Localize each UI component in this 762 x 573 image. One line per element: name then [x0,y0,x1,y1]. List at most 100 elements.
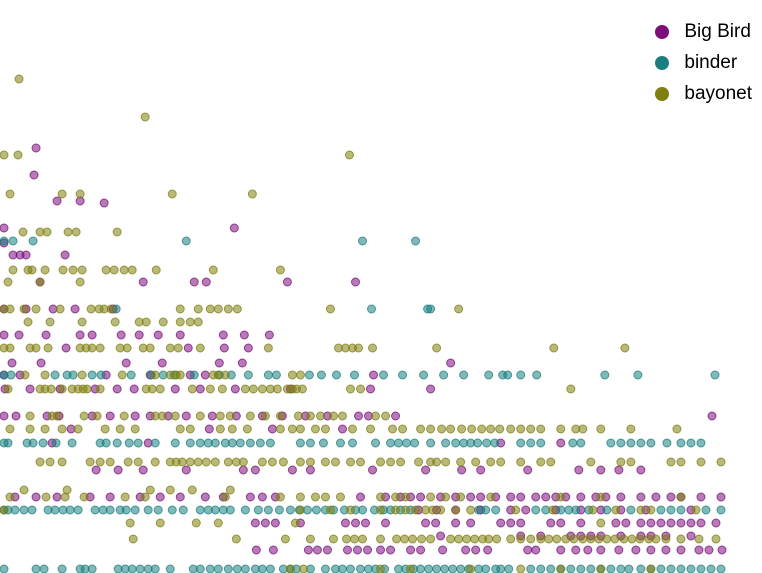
point-bayonet [41,492,51,502]
point-bayonet [19,485,29,495]
point-big-bird [421,465,431,475]
point-bayonet [272,384,282,394]
point-big-bird [229,223,239,233]
point-bayonet [506,534,516,544]
legend-item-bayonet: bayonet [655,78,752,109]
point-big-bird [461,545,471,555]
point-binder [371,438,381,448]
point-bayonet [414,457,424,467]
point-bayonet [120,492,130,502]
point-bayonet [232,304,242,314]
point-bayonet [353,343,363,353]
point-big-bird [352,545,362,555]
point-big-bird [426,384,436,394]
point-big-bird [175,330,185,340]
point-binder [504,564,514,573]
point-bayonet [451,505,461,515]
point-big-bird [676,545,686,555]
point-big-bird [436,531,446,541]
point-bayonet [544,534,554,544]
point-binder [410,438,420,448]
point-bayonet [220,370,230,380]
point-big-bird [257,492,267,502]
point-binder [320,564,330,573]
point-big-bird [238,465,248,475]
point-big-bird [696,518,706,528]
point-bayonet [193,317,203,327]
point-big-bird [195,384,205,394]
point-bayonet [87,343,97,353]
point-bayonet [349,534,359,544]
point-bayonet [320,424,330,434]
point-binder [253,505,263,515]
point-big-bird [267,424,277,434]
point-bayonet [376,505,386,515]
point-binder [484,370,494,380]
point-bayonet [5,189,15,199]
point-big-bird [438,545,448,555]
point-bayonet [287,370,297,380]
point-bayonet [676,457,686,467]
point-big-bird [52,492,62,502]
point-bayonet [40,424,50,434]
point-bayonet [293,411,303,421]
point-bayonet [446,534,456,544]
point-big-bird [31,143,41,153]
point-binder [536,564,546,573]
point-binder [305,438,315,448]
point-binder [112,438,122,448]
point-big-bird [546,518,556,528]
point-binder [185,438,195,448]
point-big-bird [717,545,727,555]
point-bayonet [470,534,480,544]
point-binder [121,505,131,515]
point-bayonet [145,343,155,353]
point-binder [586,564,596,573]
point-big-bird [91,465,101,475]
point-bayonet [165,343,175,353]
point-big-bird [541,492,551,502]
point-bayonet [167,189,177,199]
point-bayonet [60,492,70,502]
point-bayonet [596,518,606,528]
point-bayonet [437,424,447,434]
point-bayonet [426,492,436,502]
point-bayonet [77,370,87,380]
point-bayonet [310,492,320,502]
point-big-bird [457,465,467,475]
point-bayonet [267,457,277,467]
point-bayonet [328,411,338,421]
point-bayonet [345,384,355,394]
point-big-bird [656,518,666,528]
point-binder [426,438,436,448]
point-big-bird [207,411,217,421]
point-bayonet [170,411,180,421]
legend-item-big-bird: Big Bird [655,16,752,47]
point-binder [386,438,396,448]
point-big-bird [366,384,376,394]
point-binder [235,438,245,448]
point-bayonet [454,534,464,544]
point-binder [616,438,626,448]
point-binder [265,438,275,448]
point-binder [227,438,237,448]
point-bayonet [245,411,255,421]
point-binder [51,438,61,448]
point-bayonet [344,150,354,160]
point-bayonet [441,457,451,467]
point-big-bird [243,343,253,353]
point-bayonet [177,457,187,467]
point-bayonet [526,534,536,544]
point-big-bird [282,277,292,287]
point-binder [265,564,275,573]
point-bayonet [391,492,401,502]
point-bayonet [556,424,566,434]
point-bayonet [106,304,116,314]
point-bayonet [398,424,408,434]
point-bayonet [215,424,225,434]
point-binder [27,505,37,515]
point-bayonet [456,492,466,502]
point-bayonet [310,424,320,434]
point-big-bird [694,545,704,555]
point-bayonet [257,457,267,467]
